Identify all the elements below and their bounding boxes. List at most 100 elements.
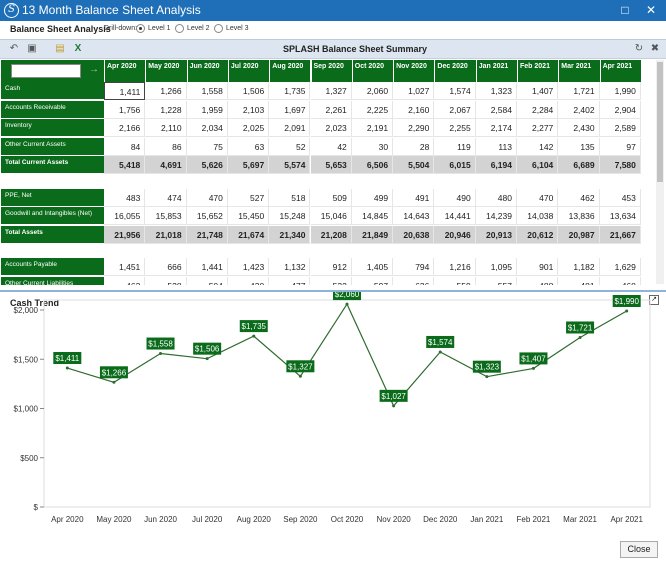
table-cell[interactable]: 1,558 — [186, 82, 228, 100]
table-cell[interactable]: 481 — [558, 276, 600, 285]
table-cell[interactable]: 15,248 — [269, 207, 311, 225]
table-cell[interactable]: 6,104 — [517, 156, 559, 174]
restore-icon[interactable]: □ — [621, 3, 629, 17]
table-cell[interactable]: 488 — [517, 276, 559, 285]
grid-vertical-scrollbar[interactable] — [656, 60, 664, 284]
table-cell[interactable]: 20,987 — [558, 225, 600, 244]
table-cell[interactable]: 2,025 — [227, 119, 270, 137]
table-cell[interactable]: 2,225 — [351, 100, 394, 119]
row-label[interactable]: Accounts Receivable — [1, 100, 104, 119]
table-cell[interactable]: 21,208 — [310, 225, 352, 244]
table-cell[interactable]: 1,323 — [475, 82, 517, 100]
excel-export-icon[interactable]: X — [74, 43, 82, 54]
table-cell[interactable]: 2,430 — [558, 119, 600, 137]
table-cell[interactable]: 1,441 — [186, 258, 228, 276]
month-header[interactable]: May 2020 — [145, 60, 187, 82]
table-cell[interactable]: 21,956 — [104, 225, 146, 244]
table-cell[interactable]: 21,018 — [145, 225, 187, 244]
table-cell[interactable]: 1,423 — [227, 258, 270, 276]
table-cell[interactable]: 1,095 — [475, 258, 517, 276]
table-cell[interactable]: 666 — [145, 258, 187, 276]
table-cell[interactable]: 14,643 — [393, 207, 435, 225]
row-label[interactable]: Total Assets — [1, 225, 104, 244]
table-cell[interactable]: 794 — [393, 258, 435, 276]
table-cell[interactable]: 2,284 — [517, 100, 559, 119]
table-cell[interactable]: 509 — [310, 188, 352, 207]
table-cell[interactable]: 499 — [351, 188, 394, 207]
table-cell[interactable]: 14,441 — [434, 207, 476, 225]
table-cell[interactable]: 557 — [476, 276, 517, 285]
table-cell[interactable]: 430 — [228, 276, 270, 285]
table-cell[interactable]: 1,266 — [145, 82, 187, 100]
table-cell[interactable]: 75 — [186, 137, 228, 156]
table-cell[interactable]: 6,506 — [351, 156, 394, 174]
table-cell[interactable]: 7,580 — [599, 156, 641, 174]
table-cell[interactable]: 2,160 — [393, 100, 435, 119]
filter-input[interactable] — [11, 64, 81, 78]
table-cell[interactable]: 2,174 — [475, 119, 517, 137]
table-cell[interactable]: 119 — [434, 137, 476, 156]
table-cell[interactable]: 30 — [351, 137, 394, 156]
month-header[interactable]: Jun 2020 — [186, 60, 228, 82]
table-cell[interactable]: 2,067 — [434, 100, 476, 119]
table-cell[interactable]: 6,194 — [475, 156, 517, 174]
row-label[interactable]: Goodwill and Intangibles (Net) — [1, 207, 104, 225]
table-cell[interactable]: 1,574 — [434, 82, 476, 100]
table-cell[interactable]: 2,060 — [351, 82, 394, 100]
table-cell[interactable]: 2,255 — [434, 119, 476, 137]
table-cell[interactable]: 504 — [187, 276, 228, 285]
table-cell[interactable]: 21,748 — [186, 225, 228, 244]
table-cell[interactable]: 14,239 — [475, 207, 517, 225]
month-header[interactable]: Dec 2020 — [434, 60, 476, 82]
table-cell[interactable]: 63 — [227, 137, 270, 156]
table-cell[interactable]: 2,091 — [269, 119, 311, 137]
table-cell[interactable]: 1,405 — [351, 258, 394, 276]
table-cell[interactable]: 2,261 — [310, 100, 352, 119]
close-button[interactable]: Close — [620, 541, 658, 558]
level-3-radio[interactable]: Level 3 — [214, 24, 249, 33]
table-cell[interactable]: 21,674 — [227, 225, 270, 244]
table-cell[interactable]: 13,634 — [599, 207, 641, 225]
table-cell[interactable]: 5,504 — [393, 156, 435, 174]
row-label[interactable]: Accounts Payable — [1, 258, 104, 276]
collapse-icon[interactable]: ✖ — [650, 43, 660, 54]
table-cell[interactable]: 142 — [517, 137, 559, 156]
month-header[interactable]: Feb 2021 — [517, 60, 559, 82]
table-cell[interactable]: 15,450 — [227, 207, 270, 225]
table-cell[interactable]: 1,697 — [269, 100, 311, 119]
table-cell[interactable]: 113 — [475, 137, 517, 156]
table-cell[interactable]: 1,990 — [599, 82, 641, 100]
table-cell[interactable]: 636 — [393, 276, 435, 285]
row-label[interactable]: Inventory — [1, 119, 104, 137]
table-cell[interactable]: 14,845 — [351, 207, 394, 225]
row-label[interactable]: PPE, Net — [1, 188, 104, 207]
table-cell[interactable]: 135 — [558, 137, 600, 156]
level-2-radio[interactable]: Level 2 — [175, 24, 210, 33]
table-cell[interactable]: 462 — [558, 188, 600, 207]
table-cell[interactable]: 5,697 — [227, 156, 270, 174]
table-cell[interactable]: 477 — [269, 276, 311, 285]
table-cell[interactable]: 2,589 — [599, 119, 641, 137]
table-cell[interactable]: 474 — [145, 188, 187, 207]
table-cell[interactable]: 470 — [517, 188, 559, 207]
document-icon[interactable]: ▤ — [55, 43, 65, 54]
month-header[interactable]: Aug 2020 — [269, 60, 311, 82]
table-cell[interactable]: 1,959 — [186, 100, 228, 119]
table-cell[interactable]: 1,506 — [227, 82, 270, 100]
table-cell[interactable]: 84 — [104, 137, 146, 156]
table-cell[interactable]: 5,626 — [186, 156, 228, 174]
save-icon[interactable]: ▣ — [27, 43, 37, 54]
table-cell[interactable]: 463 — [104, 276, 146, 285]
table-cell[interactable]: 2,290 — [393, 119, 435, 137]
table-cell[interactable]: 20,638 — [393, 225, 435, 244]
month-header[interactable]: Nov 2020 — [393, 60, 435, 82]
table-cell[interactable]: 2,110 — [145, 119, 187, 137]
table-cell[interactable]: 453 — [599, 188, 641, 207]
table-cell[interactable]: 20,612 — [517, 225, 559, 244]
month-header[interactable]: Apr 2020 — [104, 60, 146, 82]
table-cell[interactable]: 1,735 — [269, 82, 311, 100]
table-cell[interactable]: 4,691 — [145, 156, 187, 174]
table-cell[interactable]: 5,418 — [104, 156, 146, 174]
table-cell[interactable]: 2,904 — [599, 100, 641, 119]
row-label[interactable]: Other Current Liabilities — [1, 276, 104, 285]
